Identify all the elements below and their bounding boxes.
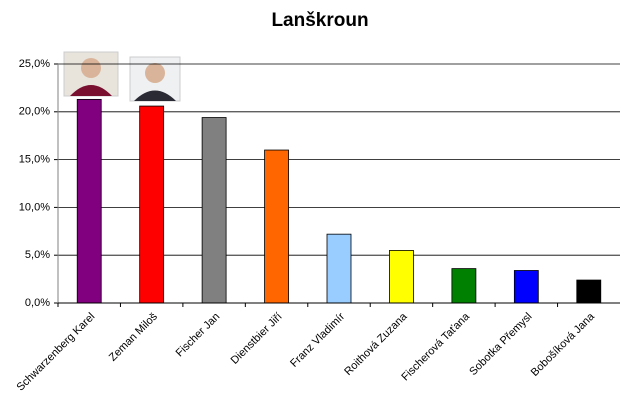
bar xyxy=(326,233,352,304)
y-tick-label: 25,0% xyxy=(19,58,50,70)
bar xyxy=(576,279,602,304)
bar xyxy=(264,149,289,304)
y-tick-label: 20,0% xyxy=(19,106,50,118)
bar xyxy=(76,98,102,304)
x-tick-label: Sobotka Přemysl xyxy=(467,311,534,378)
x-tick-label: Zeman Miloš xyxy=(107,310,160,363)
y-tick-label: 0,0% xyxy=(25,297,50,309)
x-tick-label: Roithová Zuzana xyxy=(342,310,410,378)
x-tick-label: Bobošíková Jana xyxy=(529,310,598,379)
y-tick-label: 15,0% xyxy=(19,154,50,166)
bar xyxy=(451,268,477,304)
x-tick-label: Fischerová Taťana xyxy=(399,310,472,383)
x-tick-label: Fischer Jan xyxy=(174,311,223,360)
bar xyxy=(389,250,414,304)
y-tick-label: 10,0% xyxy=(19,201,50,213)
x-tick-label: Dienstbier Jiří xyxy=(229,311,285,367)
chart-title: Lanškroun xyxy=(271,10,368,31)
bar xyxy=(513,270,539,304)
x-tick-label: Schwarzenberg Karel xyxy=(15,311,98,394)
bar xyxy=(139,105,165,304)
portrait-1 xyxy=(63,51,119,97)
y-tick-label: 5,0% xyxy=(25,249,50,261)
x-tick-label: Franz Vladimír xyxy=(288,310,347,369)
bar xyxy=(201,117,227,304)
